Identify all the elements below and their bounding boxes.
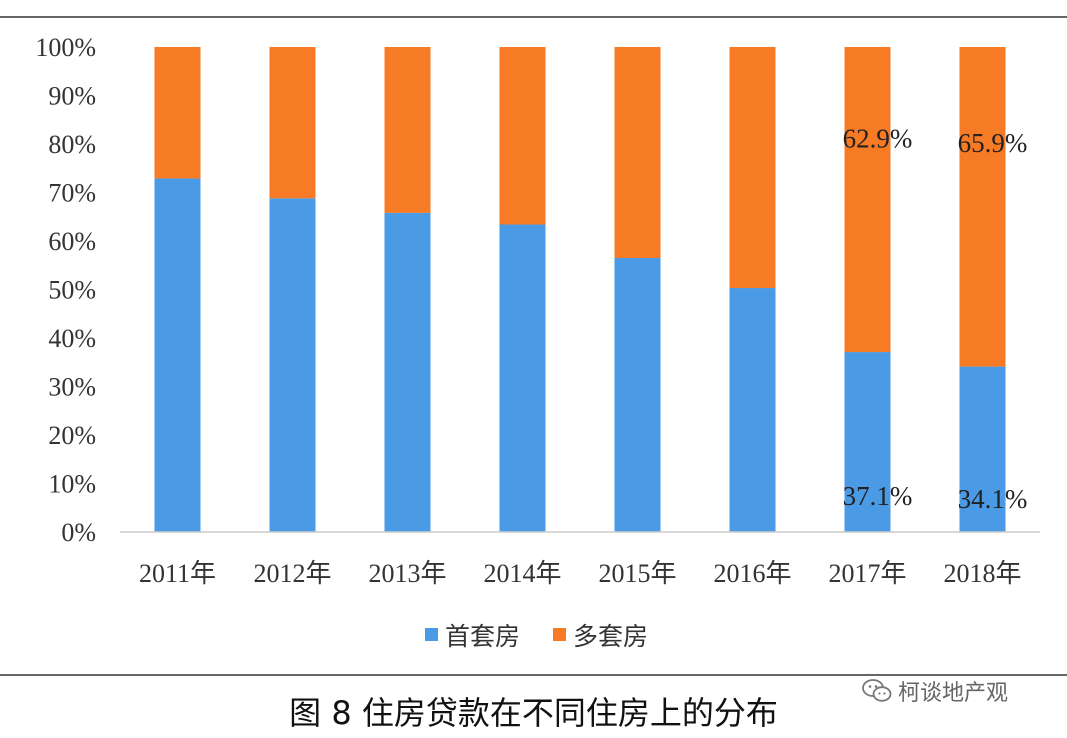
- y-tick-label: 50%: [48, 276, 96, 305]
- bar-segment-first-home: [729, 288, 776, 532]
- data-label: 62.9%: [843, 124, 913, 154]
- data-labels: 62.9% 65.9% 37.1% 34.1%: [843, 124, 1028, 514]
- x-tick-label: 2012年: [253, 559, 331, 588]
- bar-segment-first-home: [844, 352, 891, 532]
- y-tick-label: 70%: [48, 179, 96, 208]
- y-tick-label: 40%: [48, 324, 96, 353]
- y-tick-label: 30%: [48, 373, 96, 402]
- y-tick-label: 60%: [48, 227, 96, 256]
- x-tick-label: 2011年: [139, 559, 216, 588]
- legend-label: 多套房: [573, 622, 648, 651]
- bar-segment-multi-home: [959, 47, 1006, 367]
- x-tick-label: 2015年: [598, 559, 676, 588]
- y-tick-label: 20%: [48, 421, 96, 450]
- y-tick-label: 0%: [61, 518, 96, 547]
- bar-segment-multi-home: [499, 47, 546, 225]
- bars: [154, 47, 1006, 532]
- y-axis: 0% 10% 20% 30% 40% 50% 60% 70% 80% 90% 100%: [35, 33, 96, 547]
- legend-swatch-multi-home: [553, 628, 566, 641]
- bar-segment-first-home: [384, 212, 431, 532]
- bar-segment-first-home: [499, 224, 546, 532]
- x-tick-label: 2017年: [828, 559, 906, 588]
- x-tick-label: 2018年: [943, 559, 1021, 588]
- x-tick-label: 2014年: [483, 559, 561, 588]
- data-label: 34.1%: [958, 484, 1028, 514]
- stacked-bar-chart: 0%10%20%30%40%50%60%70%80%90%100% 2011年 2…: [0, 16, 1067, 676]
- figure-caption: 图 8 住房贷款在不同住房上的分布: [289, 694, 778, 732]
- legend: 首套房 多套房: [425, 622, 648, 651]
- data-label: 65.9%: [958, 128, 1028, 158]
- y-tick-label: 10%: [48, 470, 96, 499]
- bar-segment-multi-home: [154, 47, 201, 179]
- bar-segment-first-home: [154, 178, 201, 532]
- wechat-icon: [862, 679, 892, 702]
- x-axis: 2011年 2012年 2013年 2014年 2015年 2016年 2017年 2018年: [139, 559, 1022, 588]
- bar-segment-multi-home: [844, 47, 891, 353]
- x-tick-label: 2013年: [368, 559, 446, 588]
- bar-segment-multi-home: [384, 47, 431, 213]
- bar-segment-multi-home: [269, 47, 316, 199]
- bar-segment-first-home: [269, 198, 316, 532]
- x-tick-label: 2016年: [713, 559, 791, 588]
- y-tick-label: 100%: [35, 33, 96, 62]
- y-tick-label: 90%: [48, 82, 96, 111]
- bar-segment-multi-home: [729, 47, 776, 289]
- watermark-text: 柯谈地产观: [898, 681, 1009, 706]
- data-label: 37.1%: [843, 481, 913, 511]
- bar-segment-first-home: [614, 257, 661, 532]
- watermark: 柯谈地产观: [862, 676, 1008, 706]
- y-tick-label: 80%: [48, 130, 96, 159]
- legend-label: 首套房: [445, 622, 520, 651]
- legend-swatch-first-home: [425, 628, 438, 641]
- bar-segment-multi-home: [614, 47, 661, 258]
- bar-segment-first-home: [959, 366, 1006, 532]
